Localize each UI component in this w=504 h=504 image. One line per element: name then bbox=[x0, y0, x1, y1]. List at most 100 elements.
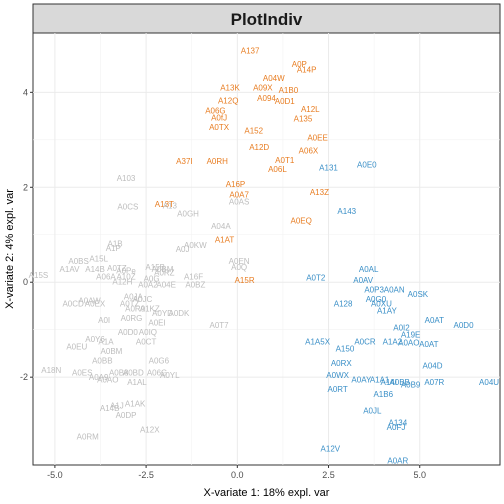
point-label: A0JA bbox=[124, 292, 144, 301]
point-label: A103 bbox=[117, 174, 136, 183]
point-label: A15S bbox=[29, 271, 49, 280]
point-label: A0EU bbox=[66, 342, 87, 351]
point-label: A0TZ bbox=[120, 300, 140, 309]
point-label: A14B bbox=[85, 265, 105, 274]
point-label: A0Q bbox=[231, 263, 247, 272]
point-label: A0YL bbox=[160, 371, 180, 380]
point-label: A134 bbox=[389, 418, 408, 427]
point-label: A12X bbox=[140, 425, 160, 434]
point-label: A07R bbox=[424, 378, 444, 387]
point-label: A19E bbox=[401, 330, 421, 339]
point-label: A1A5X bbox=[305, 338, 331, 347]
point-label: A1A1 bbox=[370, 376, 390, 385]
point-label: A1AY bbox=[377, 307, 398, 316]
point-label: A09X bbox=[253, 84, 273, 93]
point-label: A0BB bbox=[389, 378, 409, 387]
point-label: A18N bbox=[41, 366, 61, 375]
point-label: A0AO bbox=[97, 376, 118, 385]
point-label: A0RT bbox=[327, 385, 347, 394]
point-label: A10Z bbox=[116, 273, 135, 282]
point-label: A152 bbox=[244, 126, 263, 135]
point-label: A15L bbox=[89, 254, 108, 263]
point-label: A0BD bbox=[123, 368, 144, 377]
point-label: A0E0 bbox=[357, 160, 377, 169]
point-label: A0T1 bbox=[275, 156, 295, 165]
point-label: A0AS bbox=[229, 198, 249, 207]
point-label: A1A2 bbox=[383, 338, 403, 347]
point-label: A137 bbox=[241, 47, 260, 56]
point-label: A04A bbox=[211, 222, 231, 231]
point-label: A143 bbox=[337, 207, 356, 216]
point-label: A0CT bbox=[136, 338, 157, 347]
point-label: A0ES bbox=[72, 368, 92, 377]
y-tick-label: 4 bbox=[23, 87, 28, 97]
point-label: A06X bbox=[299, 146, 319, 155]
point-label: A0Pe bbox=[116, 266, 136, 275]
point-label: A0RX bbox=[331, 359, 353, 368]
point-label: A1J bbox=[110, 402, 124, 411]
point-label: A0WX bbox=[326, 371, 349, 380]
point-label: A1AL bbox=[127, 378, 147, 387]
point-label: A0A7 bbox=[229, 190, 249, 199]
point-label: A0RG bbox=[121, 314, 143, 323]
point-label: A0G bbox=[144, 274, 160, 283]
x-tick-label: 5.0 bbox=[413, 470, 426, 480]
point-label: A15R bbox=[235, 276, 255, 285]
y-axis-title: X-variate 2: 4% expl. var bbox=[4, 189, 16, 309]
point-label: A04U bbox=[479, 378, 499, 387]
x-tick-label: -2.5 bbox=[138, 470, 154, 480]
point-label: A1B6 bbox=[373, 390, 393, 399]
point-label: A16P bbox=[226, 180, 246, 189]
point-label: A12Q bbox=[218, 96, 238, 105]
axis-ticks: -5.0 -2.5 0.0 2.5 5.0 -2 0 2 4 bbox=[20, 87, 426, 480]
point-label: A0SK bbox=[408, 290, 429, 299]
grid-lines bbox=[33, 33, 500, 465]
point-label: A0EN bbox=[229, 257, 250, 266]
point-label: A15B bbox=[145, 263, 165, 272]
point-label: A0EI bbox=[148, 319, 165, 328]
point-label: A1B bbox=[108, 239, 123, 248]
point-label: A0G6 bbox=[149, 357, 170, 366]
point-label: A0A2 bbox=[138, 281, 158, 290]
point-label: A13 bbox=[163, 201, 178, 210]
point-label: A0B8 bbox=[109, 368, 129, 377]
point-label: A13T bbox=[155, 200, 174, 209]
point-label: A0GH bbox=[177, 209, 199, 218]
point-label: A0I2 bbox=[393, 323, 410, 332]
point-label: A0BS bbox=[68, 257, 88, 266]
point-label: A0P bbox=[292, 60, 307, 69]
point-label: A0RZ bbox=[154, 269, 175, 278]
point-label: A0RH bbox=[207, 157, 229, 166]
point-label: A0EQ bbox=[290, 217, 311, 226]
plot-title: PlotIndiv bbox=[231, 10, 303, 29]
x-tick-label: -5.0 bbox=[47, 470, 63, 480]
point-label: A0EE bbox=[307, 133, 327, 142]
point-label: A0I bbox=[98, 316, 110, 325]
point-label: A1B0 bbox=[279, 86, 299, 95]
point-label: A1AT bbox=[215, 236, 235, 245]
point-label: A094 bbox=[257, 94, 276, 103]
point-label: A0J bbox=[176, 245, 190, 254]
point-label: A0AV bbox=[353, 276, 374, 285]
point-label: A0XU bbox=[371, 300, 392, 309]
point-label: A16F bbox=[184, 273, 203, 282]
point-label: A14B bbox=[100, 404, 120, 413]
point-label: A128 bbox=[334, 300, 353, 309]
point-label: A12L bbox=[301, 105, 320, 114]
point-label: A0YD bbox=[152, 309, 173, 318]
x-tick-label: 0.0 bbox=[231, 470, 244, 480]
point-label: A0CD bbox=[62, 300, 84, 309]
point-label: A0AY bbox=[351, 376, 372, 385]
point-label: A0B9 bbox=[401, 380, 421, 389]
point-label: A06G bbox=[205, 106, 225, 115]
point-label: A0KW bbox=[184, 241, 207, 250]
point-label: A1KZ bbox=[140, 304, 160, 313]
point-label: A37I bbox=[176, 157, 192, 166]
point-label: A0R9 bbox=[125, 304, 146, 313]
point-label: A13K bbox=[220, 84, 240, 93]
point-label: A1A bbox=[98, 338, 114, 347]
point-label: A12V bbox=[321, 444, 341, 453]
y-tick-label: 2 bbox=[23, 182, 28, 192]
point-label: A0RM bbox=[77, 433, 100, 442]
